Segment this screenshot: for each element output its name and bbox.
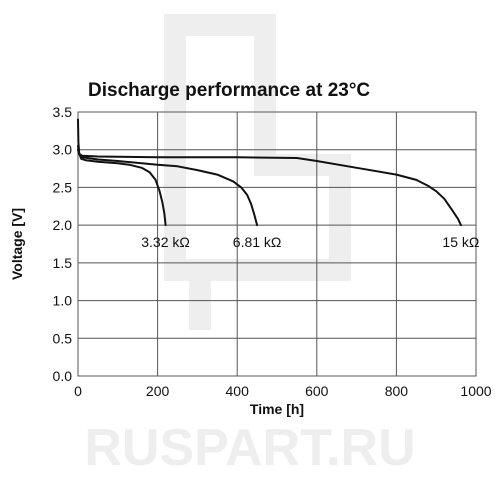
watermark-text: RUSPART.RU xyxy=(84,419,415,477)
series-labels: 3.32 kΩ 6.81 kΩ 15 kΩ xyxy=(141,234,479,250)
plot-frame xyxy=(77,111,477,377)
chart-title: Discharge performance at 23°C xyxy=(88,80,370,101)
x-axis-ticks: 0 200 400 600 800 1000 xyxy=(74,383,492,399)
y-tick-label: 1.5 xyxy=(53,255,73,271)
x-tick-label: 1000 xyxy=(460,383,491,399)
x-tick-label: 600 xyxy=(305,383,329,399)
y-tick-label: 3.0 xyxy=(53,142,73,158)
x-tick-label: 200 xyxy=(146,383,170,399)
x-tick-label: 400 xyxy=(226,383,250,399)
series-label: 6.81 kΩ xyxy=(233,234,282,250)
grid xyxy=(78,112,476,376)
y-tick-label: 2.5 xyxy=(53,179,73,195)
series-group xyxy=(77,118,462,227)
series-line xyxy=(77,144,259,227)
watermark-shape xyxy=(164,14,351,330)
x-axis-label: Time [h] xyxy=(250,401,304,417)
series-label: 3.32 kΩ xyxy=(141,234,190,250)
y-axis-ticks: 0.0 0.5 1.0 1.5 2.0 2.5 3.0 3.5 xyxy=(53,104,73,384)
watermark: RUSPART.RU xyxy=(84,14,416,477)
series-line xyxy=(77,118,167,227)
y-tick-label: 2.0 xyxy=(53,217,73,233)
series-line xyxy=(77,148,462,227)
x-tick-label: 800 xyxy=(385,383,409,399)
y-tick-label: 1.0 xyxy=(53,293,73,309)
y-tick-label: 3.5 xyxy=(53,104,73,120)
y-tick-label: 0.5 xyxy=(53,330,73,346)
y-tick-label: 0.0 xyxy=(53,368,73,384)
x-tick-label: 0 xyxy=(74,383,82,399)
series-label: 15 kΩ xyxy=(442,234,479,250)
y-axis-label: Voltage [V] xyxy=(9,208,25,280)
